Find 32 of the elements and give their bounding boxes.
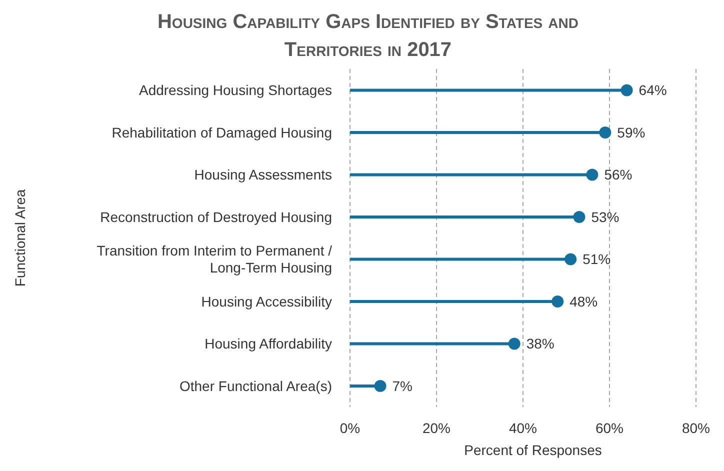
y-tick-label: Housing Assessments <box>194 166 332 183</box>
chart-title: Housing Capability Gaps Identified by States and Territories in 2017 <box>156 10 580 63</box>
x-tick-label: 40% <box>508 420 538 436</box>
data-label: 59% <box>617 124 646 140</box>
y-axis-title: Functional Area <box>12 189 28 287</box>
data-label: 64% <box>638 82 667 98</box>
x-tick-label: 60% <box>595 420 624 436</box>
y-tick-label: Housing Accessibility <box>201 293 332 310</box>
point <box>374 380 386 392</box>
data-label: 56% <box>604 166 632 183</box>
x-tick-label: 0% <box>340 420 360 436</box>
x-tick-label: 80% <box>682 420 710 436</box>
point <box>620 84 633 96</box>
y-tick-label: Housing Affordability <box>204 336 332 352</box>
data-label: 51% <box>582 251 611 268</box>
x-axis-title: Percent of Responses <box>464 442 602 458</box>
y-tick-label: Rehabilitation of Damaged Housing <box>112 124 332 140</box>
x-tick-label: 20% <box>422 420 451 436</box>
point <box>552 295 564 308</box>
data-label: 38% <box>526 336 554 352</box>
data-label: 7% <box>392 378 413 394</box>
point <box>573 210 586 223</box>
y-tick-label: Reconstruction of Destroyed Housing <box>100 208 332 225</box>
y-tick-label: Addressing Housing Shortages <box>138 82 332 98</box>
point <box>586 168 598 181</box>
point <box>599 126 612 138</box>
data-label: 53% <box>591 208 620 225</box>
point <box>508 338 520 350</box>
y-tick-label: Other Functional Area(s) <box>179 378 332 394</box>
y-tick-label: Transition from Interim to Permanent / Long-Term Housing <box>96 242 332 276</box>
point <box>564 253 577 266</box>
data-label: 48% <box>570 293 598 310</box>
